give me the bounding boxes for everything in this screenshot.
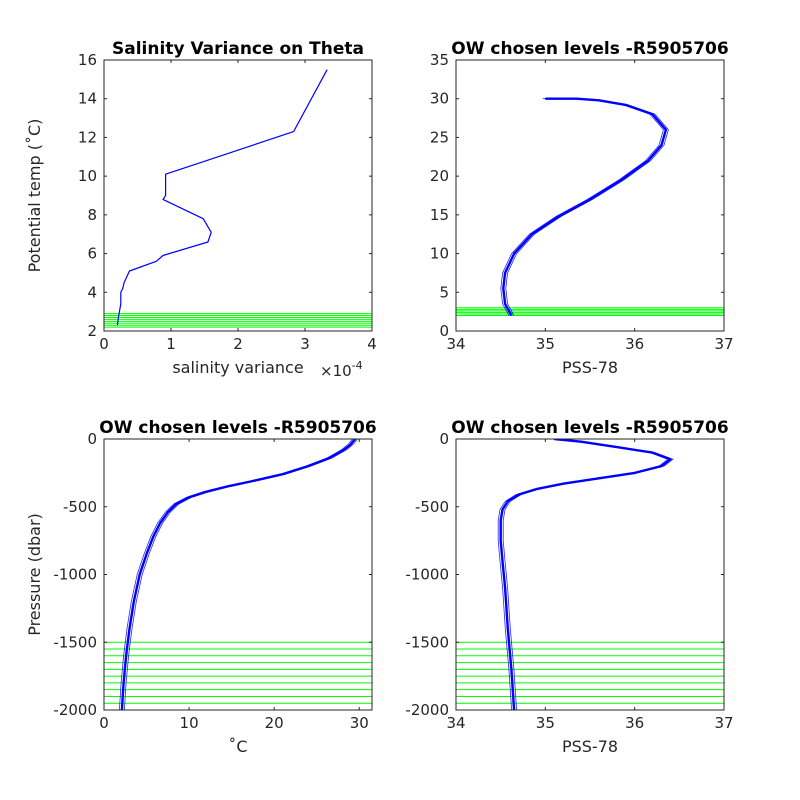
y-tick-label: 15 (430, 206, 449, 224)
y-tick-label: -500 (415, 498, 449, 516)
x-tick-label: 0 (99, 714, 109, 732)
y-tick-label: 4 (87, 283, 97, 301)
y-tick-label: 16 (78, 51, 97, 69)
x-tick-label: 36 (625, 714, 644, 732)
y-axis-label: Pressure (dbar) (25, 513, 44, 636)
y-tick-label: -1500 (53, 633, 97, 651)
axes-box (455, 59, 725, 332)
y-tick-label: 30 (430, 90, 449, 108)
y-tick-label: 8 (87, 206, 97, 224)
axes-4: 34 35 36 37 -2000 -1500 -1000 -500 0OW chosen le… (405, 418, 733, 756)
series-envelope (502, 439, 674, 710)
series-group (497, 439, 674, 710)
x-tick-label: 20 (265, 714, 284, 732)
series-line-1 (120, 439, 356, 710)
y-tick-label: 2 (87, 322, 97, 340)
x-tick-label: 0 (99, 335, 109, 353)
x-tick-label: 30 (350, 714, 369, 732)
y-tick-label: 25 (430, 128, 449, 146)
chart-title: OW chosen levels -R5905706 (451, 418, 728, 438)
x-tick-label: 34 (446, 714, 465, 732)
y-tick-label: 6 (87, 245, 97, 263)
y-tick-label: -1500 (405, 633, 449, 651)
y-tick-label: 20 (430, 167, 449, 185)
x-tick-label: 10 (180, 714, 199, 732)
x-tick-label: 34 (446, 335, 465, 353)
series-group (119, 439, 358, 710)
series-line-1 (116, 69, 328, 326)
y-tick-label: -1000 (405, 566, 449, 584)
x-tick-label: 35 (536, 335, 555, 353)
x-exponent-label: ×10-4 (320, 359, 363, 380)
y-tick-label: 10 (430, 245, 449, 263)
x-axis-label: PSS-78 (562, 358, 618, 377)
x-tick-label: 37 (714, 714, 733, 732)
y-tick-label: 0 (87, 430, 97, 448)
series-line-1 (499, 439, 672, 710)
x-tick-label: 3 (300, 335, 310, 353)
plot-area (456, 439, 724, 710)
series-line-1 (502, 97, 668, 317)
series-group (500, 97, 669, 317)
y-axis-label: Potential temp (˚C) (25, 119, 44, 273)
plot-area (456, 60, 724, 331)
x-tick-label: 2 (233, 335, 243, 353)
plot-area (104, 60, 372, 331)
chosen-levels (104, 641, 372, 710)
chart-title: Salinity Variance on Theta (112, 39, 364, 59)
y-tick-label: 5 (439, 283, 449, 301)
y-tick-label: 10 (78, 167, 97, 185)
x-tick-label: 37 (714, 335, 733, 353)
x-tick-label: 36 (625, 335, 644, 353)
x-tick-label: 4 (367, 335, 377, 353)
y-tick-label: -500 (63, 498, 97, 516)
series-envelope (124, 439, 358, 710)
series-envelope (497, 439, 669, 710)
series-envelope (505, 98, 669, 316)
x-axis-label: PSS-78 (562, 737, 618, 756)
chart-title: OW chosen levels -R5905706 (451, 39, 728, 59)
y-tick-label: -2000 (53, 701, 97, 719)
x-axis-label: ˚C (228, 737, 247, 756)
chosen-levels (456, 641, 724, 710)
series-envelope (119, 439, 353, 710)
y-tick-label: 12 (78, 128, 97, 146)
y-tick-label: 35 (430, 51, 449, 69)
chosen-levels (456, 307, 724, 317)
x-tick-label: 35 (536, 714, 555, 732)
series-envelope (500, 98, 664, 316)
y-tick-label: 14 (78, 90, 97, 108)
x-tick-label: 1 (166, 335, 176, 353)
chart-title: OW chosen levels -R5905706 (99, 418, 376, 438)
y-tick-label: 0 (439, 430, 449, 448)
y-tick-label: -1000 (53, 566, 97, 584)
x-axis-label: salinity variance (172, 358, 303, 377)
series-group (116, 69, 328, 326)
y-tick-label: -2000 (405, 701, 449, 719)
chosen-levels (104, 313, 372, 328)
y-tick-label: 0 (439, 322, 449, 340)
